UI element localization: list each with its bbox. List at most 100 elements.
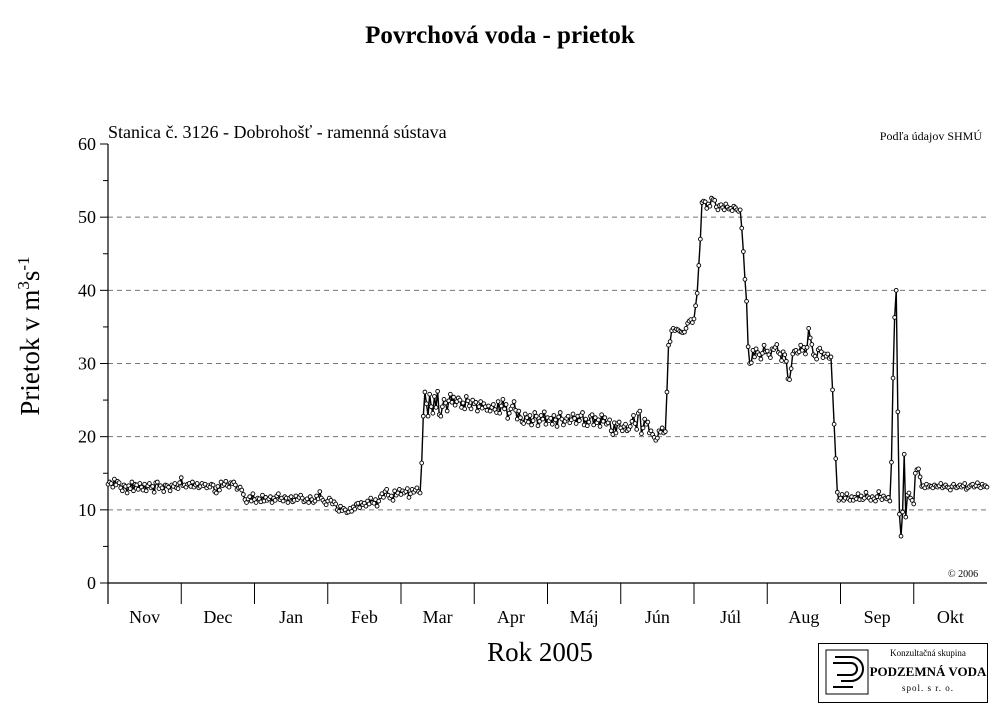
data-point <box>405 486 410 491</box>
data-point <box>885 495 891 500</box>
month-label-Jún: Jún <box>645 607 670 627</box>
data-point <box>433 405 439 410</box>
data-point <box>510 403 515 409</box>
y-tick-label-60: 60 <box>78 134 96 154</box>
data-point <box>190 479 195 485</box>
data-point <box>876 489 882 494</box>
data-point <box>422 389 428 395</box>
data-point <box>194 481 200 486</box>
data-point <box>161 489 167 494</box>
data-point <box>497 410 503 416</box>
data-point <box>554 424 560 429</box>
data-point <box>349 508 354 514</box>
data-point <box>753 346 759 352</box>
data-point <box>518 415 523 420</box>
data-point <box>129 479 135 485</box>
data-point <box>384 487 390 492</box>
data-point <box>917 474 923 480</box>
data-point <box>112 476 117 482</box>
data-point <box>809 342 815 347</box>
axes <box>107 144 987 604</box>
data-point <box>694 290 700 296</box>
data-point <box>580 410 585 415</box>
data-point <box>306 500 311 505</box>
data-point <box>312 498 318 504</box>
data-point <box>667 339 673 344</box>
month-label-Feb: Feb <box>351 607 378 627</box>
data-point <box>779 358 784 363</box>
data-point <box>443 400 448 406</box>
data-point <box>116 480 122 486</box>
data-point <box>241 492 246 497</box>
data-point <box>491 402 496 407</box>
month-label-Sep: Sep <box>864 607 891 627</box>
data-point <box>540 416 546 422</box>
data-point <box>898 533 904 539</box>
data-point <box>721 207 727 213</box>
data-point <box>834 489 840 495</box>
y-tick-label-50: 50 <box>78 207 96 227</box>
data-point <box>838 495 843 501</box>
data-point <box>503 402 509 407</box>
data-point <box>561 422 566 428</box>
data-point <box>565 413 571 419</box>
data-point <box>828 354 834 360</box>
data-point <box>844 491 850 497</box>
data-point <box>530 418 536 423</box>
month-label-Nov: Nov <box>129 607 160 627</box>
data-point <box>379 491 385 497</box>
data-point <box>465 398 471 404</box>
data-point <box>425 413 431 419</box>
data-point <box>108 481 114 486</box>
data-point <box>900 509 905 515</box>
data-point <box>645 419 651 425</box>
data-point <box>299 495 305 501</box>
data-point <box>591 422 597 428</box>
data-point <box>691 316 697 322</box>
data-point <box>137 481 143 486</box>
data-point <box>600 418 606 424</box>
data-point <box>596 417 601 423</box>
data-point <box>634 427 640 432</box>
data-point <box>648 428 654 434</box>
data-point <box>737 207 743 213</box>
data-point <box>269 500 275 505</box>
data-point <box>210 482 216 488</box>
data-point <box>712 197 718 203</box>
data-point <box>376 498 382 504</box>
data-point <box>548 416 554 421</box>
month-label-Apr: Apr <box>497 607 525 627</box>
data-point <box>468 406 474 412</box>
data-point <box>250 491 256 497</box>
data-point <box>529 422 534 428</box>
data-point <box>873 498 878 504</box>
data-point <box>119 488 125 494</box>
data-point <box>239 487 245 493</box>
data-point <box>448 391 453 397</box>
data-point <box>470 397 476 403</box>
logo-text-group: Konzultačná skupina <box>890 648 966 658</box>
data-point <box>441 397 447 402</box>
data-point <box>175 486 181 491</box>
y-axis-label: Prietok v m3s-1 <box>14 256 45 416</box>
data-point <box>863 489 869 495</box>
data-point <box>524 415 530 420</box>
data-point <box>147 481 152 486</box>
data-point <box>761 342 767 348</box>
data-point <box>803 351 808 357</box>
data-point <box>788 366 794 371</box>
data-point <box>304 496 310 502</box>
data-point <box>696 263 702 268</box>
data-point <box>584 423 590 429</box>
data-point <box>505 416 511 421</box>
data-point <box>741 249 746 254</box>
data-point <box>583 416 589 422</box>
data-point <box>541 409 547 415</box>
data-point <box>473 399 479 405</box>
data-point <box>537 418 542 424</box>
data-point <box>729 208 735 213</box>
data-point <box>893 287 899 293</box>
data-point <box>143 488 149 494</box>
data-point <box>975 480 980 486</box>
